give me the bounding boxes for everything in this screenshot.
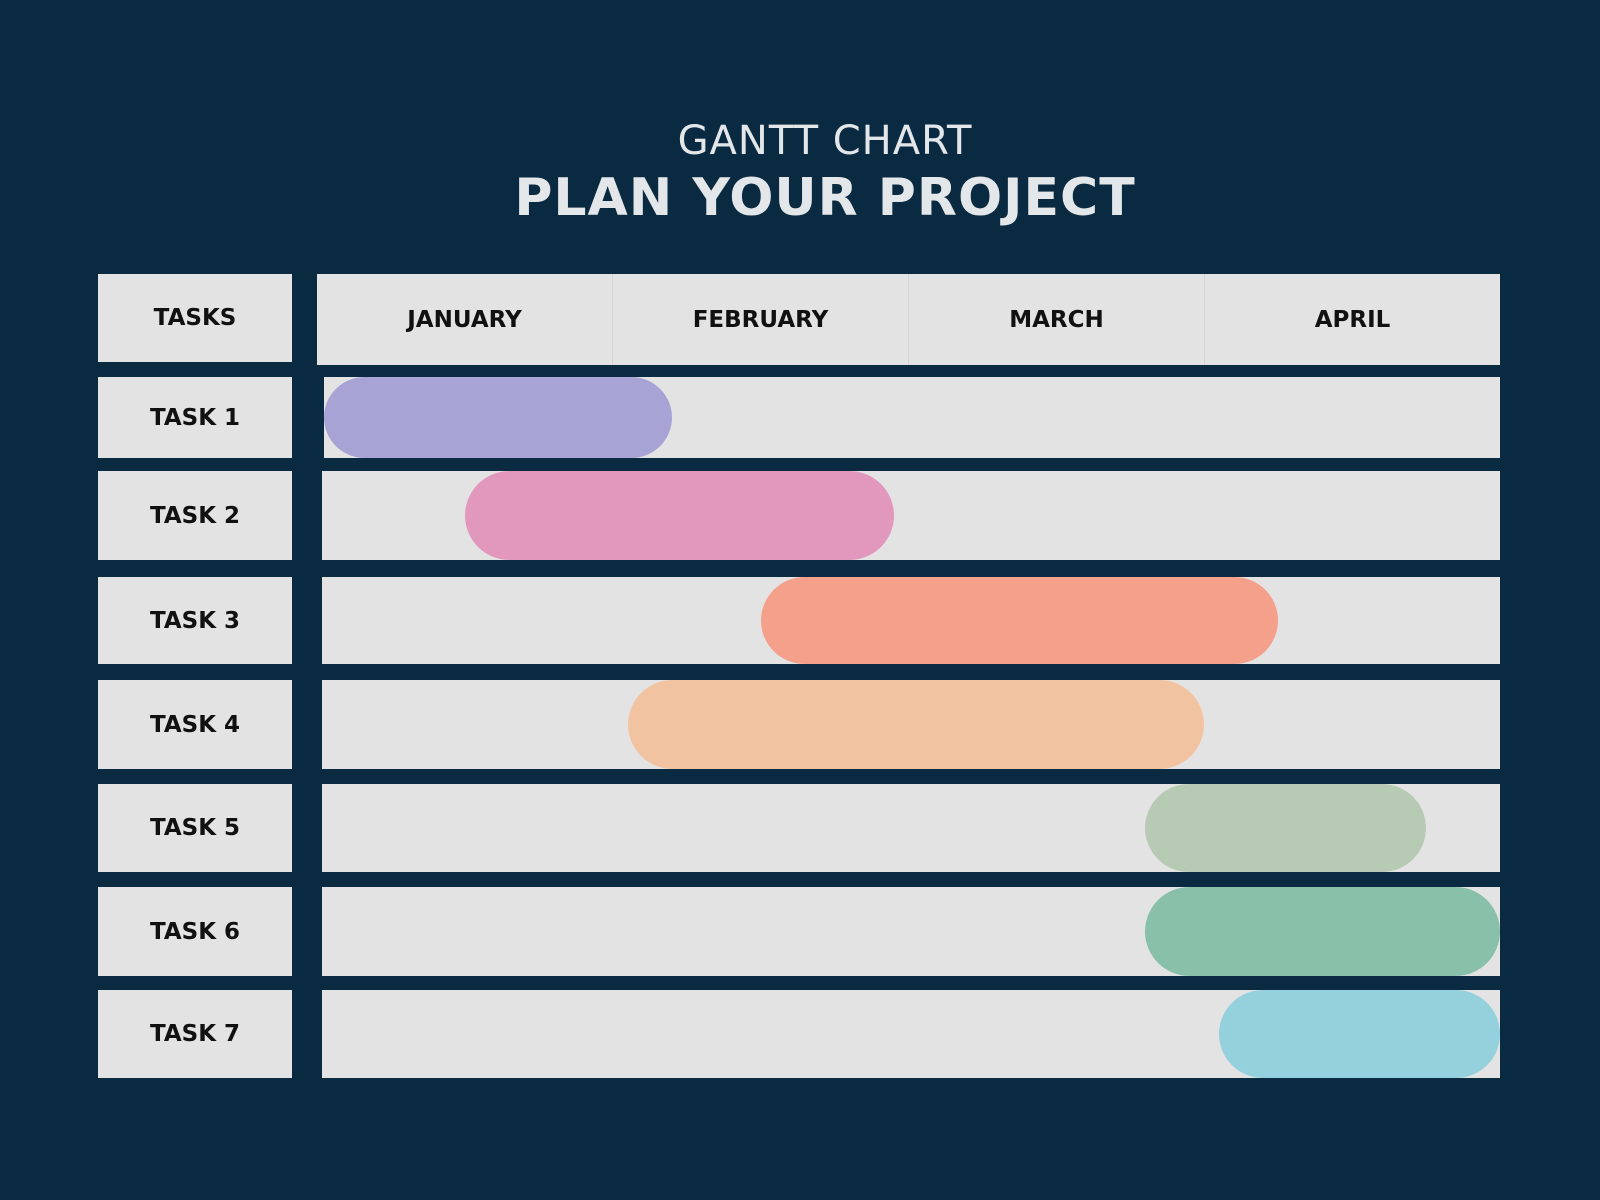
task-track <box>324 377 1500 458</box>
task-bar <box>760 577 1279 664</box>
task-track <box>322 577 1500 664</box>
task-bar <box>1145 784 1427 872</box>
task-label: TASK 7 <box>98 990 292 1078</box>
task-label: TASK 1 <box>98 377 292 458</box>
task-bar <box>627 680 1205 769</box>
tasks-header: TASKS <box>98 274 292 362</box>
task-bar <box>324 377 672 458</box>
task-label: TASK 5 <box>98 784 292 872</box>
task-track <box>322 990 1500 1078</box>
chart-title: GANTT CHART <box>677 118 973 164</box>
month-march: MARCH <box>909 274 1205 365</box>
task-bar <box>1145 887 1500 976</box>
task-label: TASK 6 <box>98 887 292 976</box>
month-january: JANUARY <box>317 274 613 365</box>
task-track <box>322 887 1500 976</box>
month-april: APRIL <box>1314 306 1391 333</box>
month-header-row: JANUARY FEBRUARY MARCH APRIL <box>317 274 1500 365</box>
task-label: TASK 2 <box>98 471 292 560</box>
task-track <box>322 471 1500 560</box>
task-bar <box>464 471 894 560</box>
task-track <box>322 784 1500 872</box>
month-february: FEBRUARY <box>613 274 909 365</box>
task-label: TASK 3 <box>98 577 292 664</box>
chart-subtitle: PLAN YOUR PROJECT <box>514 168 1136 228</box>
task-track <box>322 680 1500 769</box>
task-label: TASK 4 <box>98 680 292 769</box>
task-bar <box>1219 990 1500 1078</box>
